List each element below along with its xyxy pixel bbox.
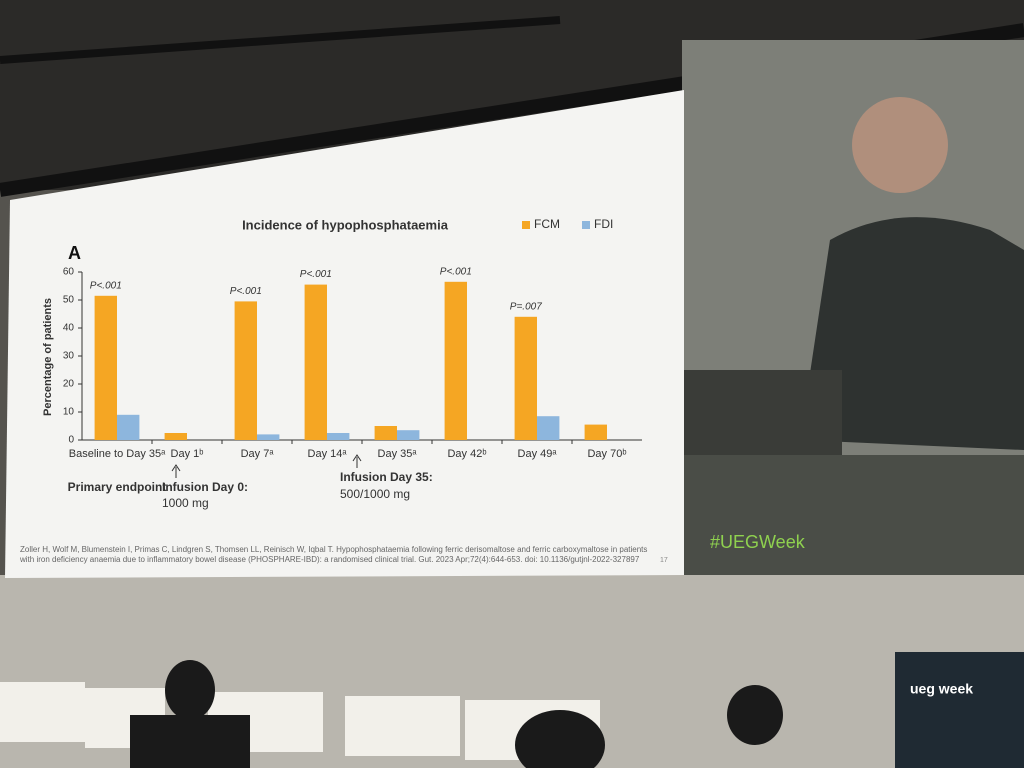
x-tick-label: Day 70ᵇ bbox=[587, 448, 626, 460]
y-tick-label: 0 bbox=[68, 435, 74, 446]
citation: Zoller H, Wolf M, Blumenstein I, Primas … bbox=[20, 545, 648, 564]
x-tick-label: Day 42ᵇ bbox=[447, 448, 486, 460]
legend-label: FDI bbox=[594, 217, 613, 231]
arrow bbox=[352, 454, 362, 468]
hashtag: #UEGWeek bbox=[710, 532, 806, 552]
p-value: P<.001 bbox=[440, 266, 472, 277]
bar bbox=[584, 424, 607, 440]
bar bbox=[117, 414, 140, 440]
bar bbox=[327, 433, 350, 440]
x-tick-label: Day 14ᵃ bbox=[308, 448, 348, 460]
x-tick-label: Day 7ᵃ bbox=[241, 448, 275, 460]
y-tick-label: 60 bbox=[63, 267, 75, 278]
p-value: P<.001 bbox=[300, 269, 332, 280]
panel-label: A bbox=[68, 243, 81, 263]
y-tick-label: 30 bbox=[63, 351, 75, 362]
podium bbox=[895, 652, 1024, 768]
infusion-note: Infusion Day 35: bbox=[340, 470, 433, 484]
bar bbox=[537, 416, 560, 440]
legend-swatch bbox=[522, 221, 530, 229]
podium-logo: ueg week bbox=[910, 681, 973, 697]
speaker-head bbox=[852, 97, 948, 193]
primary-endpoint-note: Primary endpoint bbox=[68, 480, 167, 494]
infusion-dose: 500/1000 mg bbox=[340, 487, 410, 501]
arrow bbox=[171, 464, 181, 478]
p-value: P<.001 bbox=[230, 286, 262, 297]
bar bbox=[397, 430, 420, 440]
video-lower bbox=[682, 455, 1024, 575]
x-tick-label: Baseline to Day 35ᵃ bbox=[69, 448, 166, 460]
y-tick-label: 50 bbox=[63, 295, 75, 306]
slide bbox=[5, 90, 684, 578]
bar bbox=[94, 295, 117, 440]
y-tick-label: 40 bbox=[63, 323, 75, 334]
legend-label: FCM bbox=[534, 217, 560, 231]
x-tick-label: Day 35ᵃ bbox=[378, 448, 418, 460]
p-value: P=.007 bbox=[510, 301, 542, 312]
legend-swatch bbox=[582, 221, 590, 229]
bar bbox=[444, 281, 467, 440]
chart-title: Incidence of hypophosphataemia bbox=[242, 217, 449, 232]
citation-box: Zoller H, Wolf M, Blumenstein I, Primas … bbox=[20, 545, 648, 564]
p-value: P<.001 bbox=[90, 280, 122, 291]
x-tick-label: Day 1ᵇ bbox=[171, 448, 204, 460]
audience bbox=[130, 660, 783, 768]
y-tick-label: 20 bbox=[63, 379, 75, 390]
lectern bbox=[682, 370, 842, 455]
bar bbox=[257, 434, 280, 440]
bar bbox=[374, 426, 397, 440]
bar bbox=[514, 316, 537, 440]
infusion-note: Infusion Day 0: bbox=[162, 480, 248, 494]
bar bbox=[234, 301, 257, 440]
y-tick-label: 10 bbox=[63, 407, 75, 418]
y-axis-label: Percentage of patients bbox=[42, 298, 54, 416]
x-tick-label: Day 49ᵃ bbox=[518, 448, 558, 460]
slide-number: 17 bbox=[660, 557, 668, 564]
infusion-dose: 1000 mg bbox=[162, 496, 209, 510]
bar bbox=[164, 433, 187, 440]
bar bbox=[304, 284, 327, 440]
speaker-body bbox=[800, 217, 1024, 450]
